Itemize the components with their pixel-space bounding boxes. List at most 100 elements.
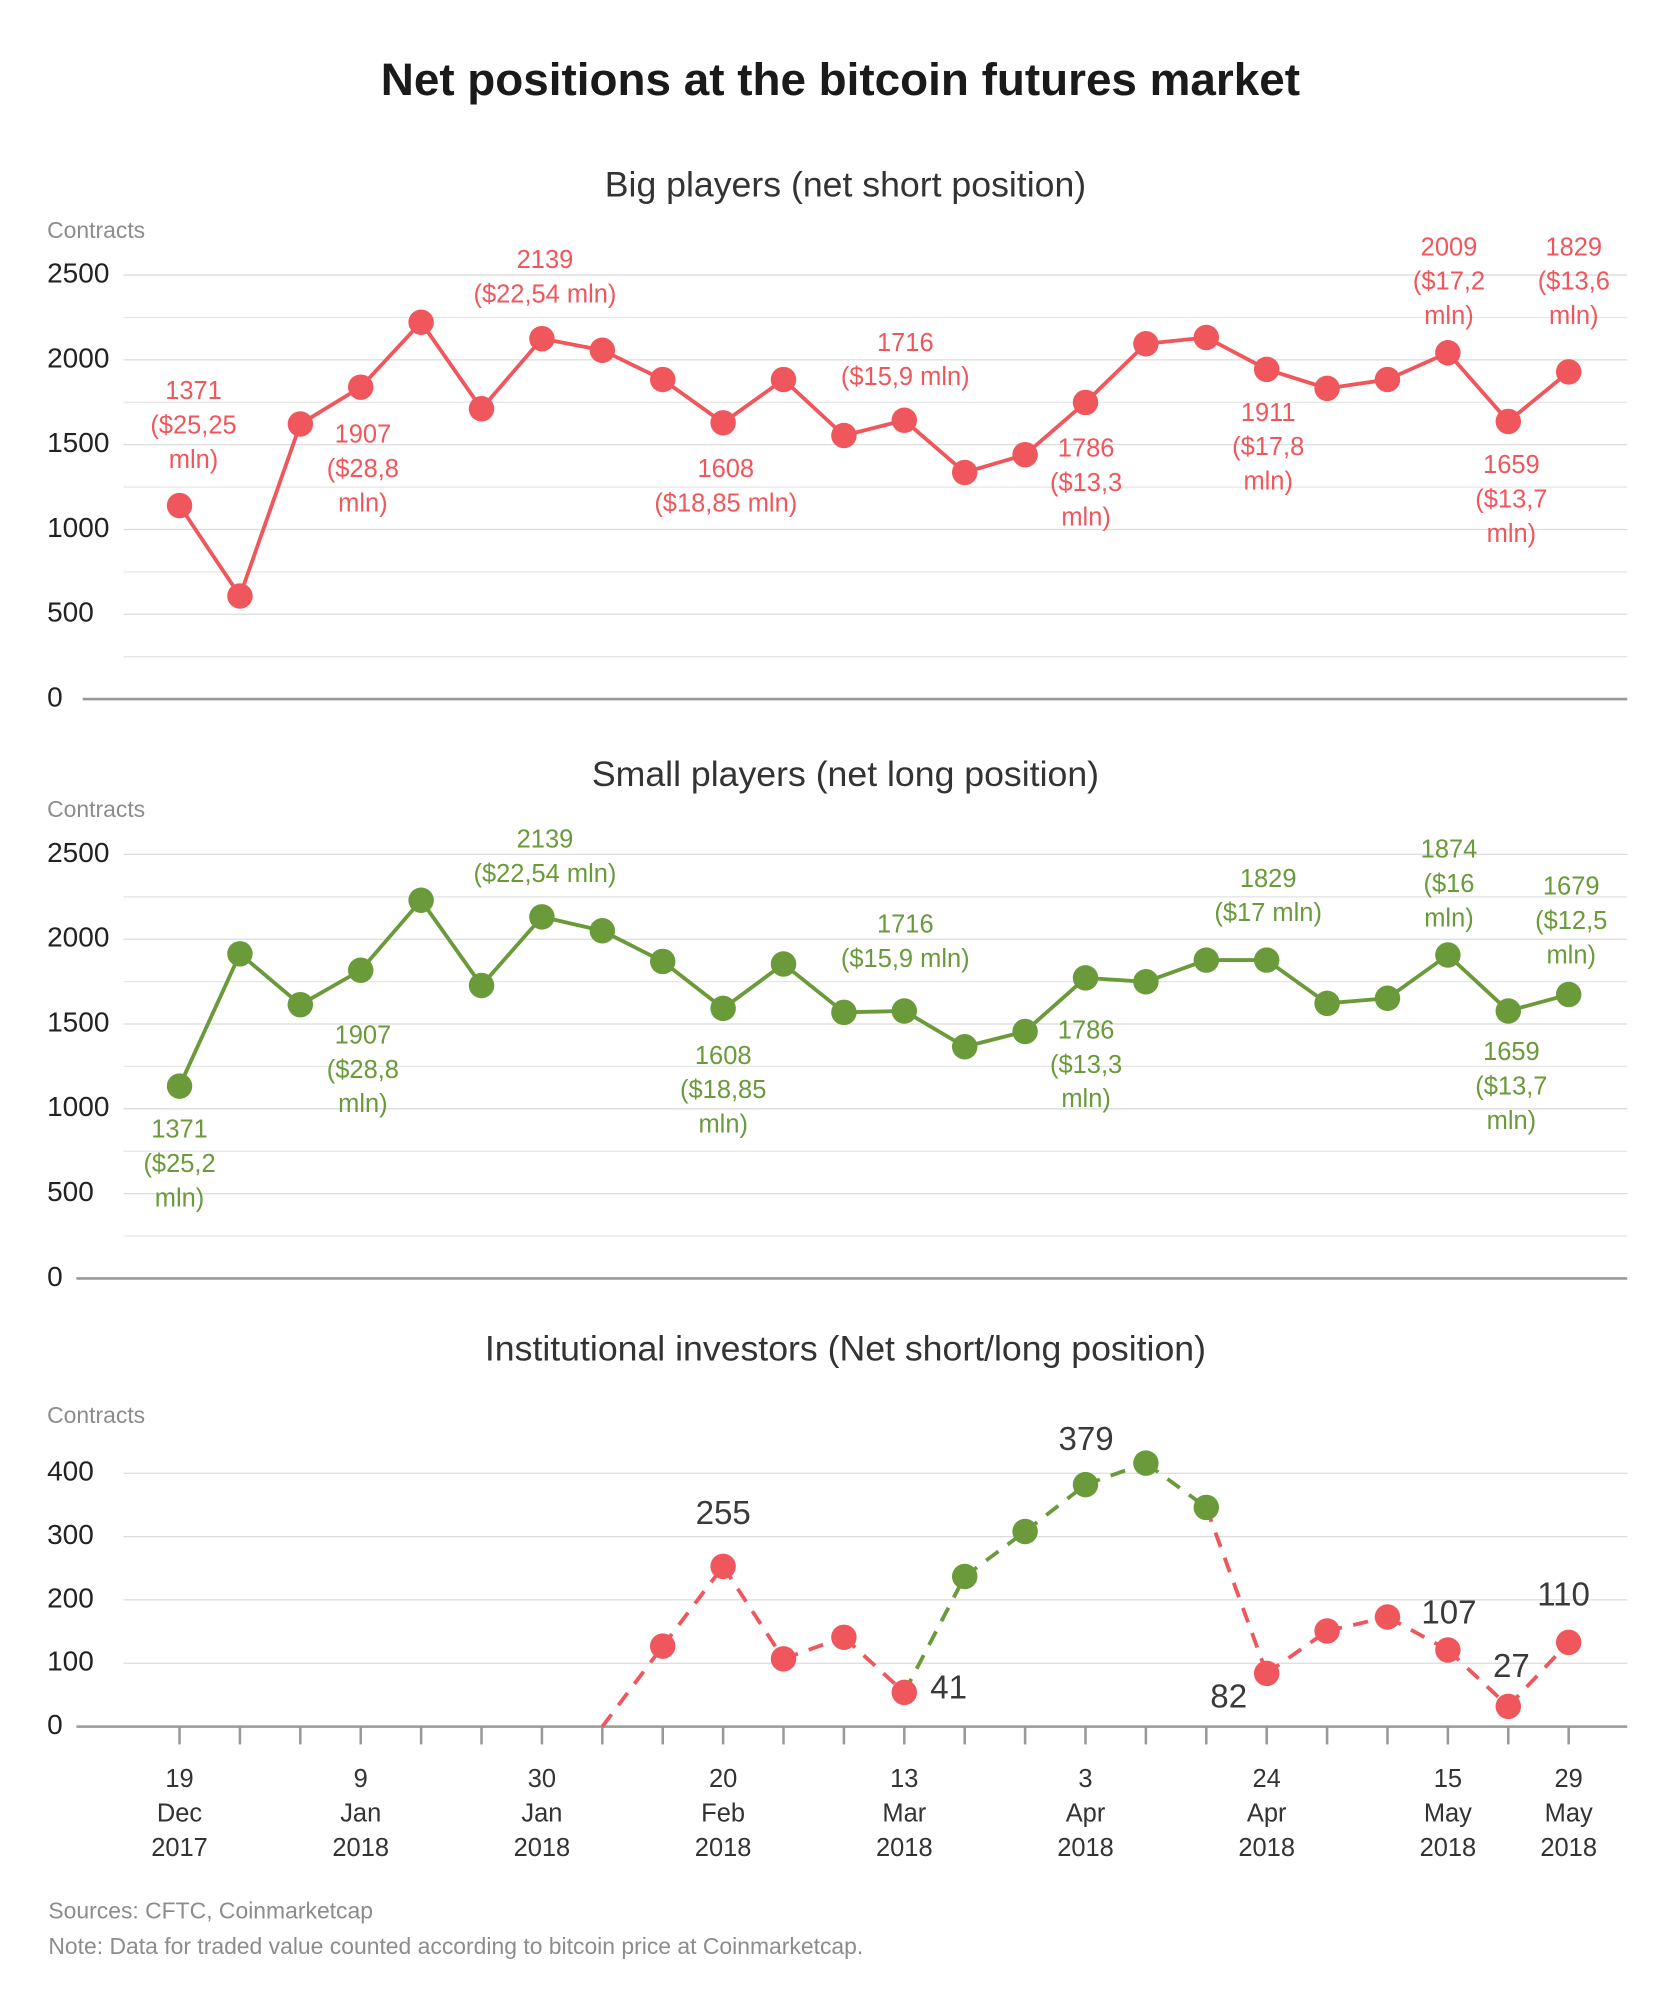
data-point: [408, 309, 434, 335]
data-point: [710, 410, 736, 436]
data-point: [1555, 1629, 1582, 1656]
data-point: [710, 1553, 736, 1580]
data-point: [1133, 1450, 1159, 1476]
data-point: [831, 1624, 857, 1651]
y-tick-label: 0: [47, 681, 63, 712]
data-point: [468, 395, 495, 422]
data-point: [1555, 359, 1582, 385]
line-segment: [1506, 1641, 1571, 1708]
data-point: [1193, 947, 1220, 973]
line-segment: [600, 1645, 665, 1728]
y-tick-label: 0: [47, 1709, 63, 1740]
y-tick-label: 2500: [47, 257, 109, 288]
data-point: [1253, 947, 1280, 973]
data-point: [166, 1073, 193, 1099]
annotation: 1659 ($13,7 mln): [1475, 1038, 1547, 1135]
data-point: [1072, 389, 1099, 416]
data-point: [649, 366, 676, 393]
line-segment: [902, 1575, 967, 1694]
data-point: [951, 1563, 978, 1590]
subplot-title: Small players (net long position): [592, 754, 1099, 794]
y-axis-label: Contracts: [47, 217, 145, 243]
x-tick-label: 24 Apr 2018: [1238, 1765, 1295, 1862]
y-tick-label: 1000: [47, 1091, 109, 1122]
data-point: [1012, 1018, 1038, 1045]
data-point: [770, 366, 797, 393]
annotation: 1679 ($12,5 mln): [1535, 872, 1607, 969]
data-point: [649, 1633, 676, 1659]
annotation: 1716 ($15,9 mln): [841, 910, 970, 972]
subplot-title: Big players (net short position): [605, 165, 1086, 205]
data-point: [1374, 1604, 1401, 1630]
data-point: [287, 411, 314, 437]
x-tick-label: 13 Mar 2018: [876, 1765, 933, 1862]
data-point: [1253, 1660, 1280, 1687]
data-point: [1374, 366, 1401, 393]
annotation: 1907 ($28,8 mln): [327, 1021, 399, 1118]
data-point: [1374, 985, 1401, 1011]
data-point: [1133, 969, 1159, 995]
line-segment: [721, 1565, 786, 1660]
data-point: [347, 374, 374, 400]
data-point: [468, 972, 495, 999]
data-point: [1253, 356, 1280, 383]
y-tick-label: 300: [47, 1519, 94, 1550]
y-tick-label: 200: [47, 1582, 94, 1613]
annotation: 1874 ($16 mln): [1421, 835, 1478, 932]
data-point: [649, 948, 676, 975]
data-point: [1314, 1618, 1340, 1644]
annotation: 379: [1059, 1421, 1114, 1458]
line-segment: [661, 1565, 725, 1648]
data-point: [770, 951, 797, 977]
data-point: [529, 325, 555, 352]
data-point: [529, 904, 555, 930]
data-point: [831, 422, 857, 449]
annotation: 2009 ($17,2 mln): [1413, 233, 1485, 330]
subplot-title: Institutional investors (Net short/long …: [485, 1328, 1206, 1368]
y-tick-label: 500: [47, 597, 94, 628]
y-tick-label: 500: [47, 1176, 94, 1207]
annotation: 1371 ($25,2 mln): [143, 1115, 215, 1212]
data-point: [589, 918, 616, 944]
annotation: 82: [1210, 1678, 1247, 1715]
x-tick-label: 30 Jan 2018: [514, 1765, 571, 1862]
sources: Sources: CFTC, Coinmarketcap: [48, 1898, 373, 1924]
annotation: 1907 ($28,8 mln): [327, 420, 399, 517]
x-tick-label: 3 Apr 2018: [1057, 1765, 1114, 1862]
annotation: 1911 ($17,8 mln): [1232, 399, 1304, 496]
data-point: [1435, 1637, 1461, 1663]
y-tick-label: 100: [47, 1646, 94, 1677]
x-tick-label: 29 May 2018: [1540, 1765, 1597, 1862]
data-point: [1435, 942, 1461, 968]
data-point: [710, 995, 736, 1022]
annotation: 1716 ($15,9 mln): [841, 329, 970, 391]
annotation: 2139 ($22,54 mln): [474, 246, 617, 308]
data-point: [227, 941, 253, 967]
y-tick-label: 2500: [47, 837, 109, 868]
x-tick-label: 20 Feb 2018: [695, 1765, 752, 1862]
note: Note: Data for traded value counted acco…: [48, 1933, 863, 1959]
x-tick-label: 19 Dec 2017: [151, 1765, 208, 1862]
data-point: [1435, 340, 1461, 366]
line-segment: [1446, 1648, 1510, 1708]
line-segment: [1023, 1483, 1087, 1534]
line-segment: [1204, 1506, 1269, 1675]
annotation: 1608 ($18,85 mln): [680, 1042, 766, 1139]
annotation: 107: [1421, 1594, 1476, 1631]
data-point: [891, 998, 918, 1024]
data-point: [1072, 1471, 1099, 1498]
y-tick-label: 0: [47, 1261, 63, 1292]
annotation: 1829 ($13,6 mln): [1538, 233, 1610, 330]
data-point: [891, 407, 918, 433]
data-point: [227, 583, 253, 609]
annotation: 1829 ($17 mln): [1214, 865, 1322, 927]
data-point: [1072, 965, 1099, 991]
y-tick-label: 1500: [47, 427, 109, 458]
annotation: 2139 ($22,54 mln): [474, 825, 617, 887]
data-point: [1012, 441, 1038, 468]
data-point: [166, 492, 193, 519]
data-point: [1193, 1494, 1220, 1521]
y-tick-label: 1500: [47, 1006, 109, 1037]
data-point: [589, 337, 616, 363]
